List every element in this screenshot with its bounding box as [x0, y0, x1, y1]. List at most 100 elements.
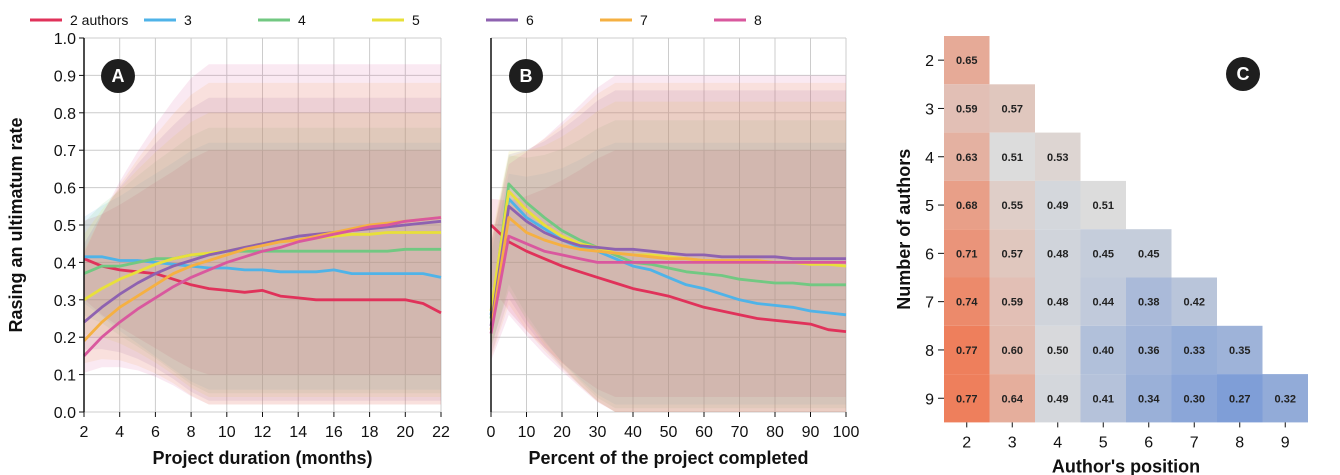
heatmap-cell-label: 0.77: [956, 393, 977, 405]
heatmap-cell: [1080, 325, 1126, 375]
heatmap-cell-label: 0.30: [1184, 393, 1205, 405]
heatmap-cell-label: 0.57: [1002, 248, 1023, 260]
heatmap-cell-label: 0.63: [956, 152, 977, 164]
line-series-5: [489, 204, 846, 327]
heatmap-cell: [989, 374, 1035, 423]
x-tick-label: 20: [396, 424, 414, 441]
heatmap-cell-label: 0.53: [1047, 152, 1068, 164]
heatmap-cell-label: 0.45: [1093, 248, 1114, 260]
panel-badge-label: A: [112, 66, 125, 86]
heatmap-cell-label: 0.49: [1047, 200, 1068, 212]
y-tick-label: 0.9: [54, 68, 76, 85]
heatmap-cell-label: 0.27: [1229, 393, 1250, 405]
heatmap-cell-label: 0.40: [1093, 345, 1114, 357]
heatmap-cell: [1126, 374, 1172, 423]
x-tick-label: 6: [151, 424, 160, 441]
y-tick-label: 0.1: [54, 368, 76, 385]
heatmap-cell: [944, 36, 990, 85]
y-tick-label: 6: [925, 246, 934, 263]
y-tick-label: 1.0: [54, 31, 76, 48]
band-series-7: [491, 75, 846, 413]
heatmap-cell: [1035, 132, 1081, 181]
heatmap-cell-label: 0.59: [1002, 297, 1023, 309]
y-axis-label: Rasing an ultimatum rate: [6, 117, 26, 332]
heatmap-cell: [989, 84, 1035, 133]
heatmap-cell: [1262, 374, 1308, 423]
heatmap-cell: [1035, 325, 1081, 375]
x-tick-label: 5: [1099, 434, 1108, 451]
heatmap-cell: [1217, 374, 1263, 423]
heatmap-cell: [989, 277, 1035, 326]
heatmap-cell-label: 0.41: [1093, 393, 1114, 405]
heatmap-cell-label: 0.71: [956, 248, 977, 260]
x-tick-label: 4: [115, 424, 124, 441]
heatmap-cell: [1126, 277, 1172, 326]
legend-label-6: 7: [640, 12, 648, 28]
x-tick-label: 2: [80, 424, 89, 441]
heatmap-cell: [989, 180, 1035, 230]
band-series-5: [491, 90, 846, 413]
heatmap-cell-label: 0.77: [956, 345, 977, 357]
heatmap-cell: [944, 84, 990, 133]
heatmap-cell-label: 0.51: [1002, 152, 1023, 164]
band-series-5: [84, 97, 441, 401]
heatmap-cell: [1035, 374, 1081, 423]
line-series-2: [489, 197, 847, 317]
heatmap-cell-label: 0.49: [1047, 393, 1068, 405]
heatmap-cell: [944, 325, 990, 375]
heatmap-cell: [989, 325, 1035, 375]
x-tick-label: 14: [289, 424, 307, 441]
heatmap-cell: [1126, 325, 1172, 375]
heatmap-cell: [1217, 325, 1263, 375]
legend-label-2: 3: [184, 12, 192, 28]
y-tick-label: 0.6: [54, 181, 76, 198]
heatmap-cell-label: 0.34: [1138, 393, 1160, 405]
y-tick-label: 0.2: [54, 330, 76, 347]
legend-label-3: 4: [298, 12, 306, 28]
heatmap-cell: [944, 132, 990, 181]
x-tick-label: 90: [802, 424, 820, 441]
heatmap-cell: [944, 374, 990, 423]
y-tick-label: 0.5: [54, 218, 76, 235]
heatmap-cell-label: 0.65: [956, 55, 977, 67]
panel-b-line-chart: 0 10 20 30 40 50 60 70 80 90 100 Percent of the pro…: [487, 37, 859, 468]
x-tick-label: 50: [660, 424, 678, 441]
heatmap-cell-label: 0.60: [1002, 345, 1023, 357]
x-tick-label: 7: [1190, 434, 1199, 451]
line-series-6: [82, 216, 442, 342]
band-series-3: [491, 120, 846, 409]
heatmap-cell: [1171, 325, 1217, 375]
x-axis-label: Project duration (months): [153, 448, 373, 468]
band-series-1: [84, 150, 441, 375]
heatmap-cell-label: 0.68: [956, 200, 977, 212]
x-tick-label: 80: [766, 424, 784, 441]
heatmap-cell-label: 0.42: [1184, 297, 1205, 309]
line-series-7: [489, 234, 846, 334]
y-tick-label: 8: [925, 343, 934, 360]
y-tick-label: 0.0: [54, 405, 76, 422]
x-tick-label: 8: [1235, 434, 1244, 451]
line-series-1: [490, 223, 847, 333]
x-tick-label: 10: [518, 424, 536, 441]
band-series-7: [84, 64, 441, 405]
band-series-6: [491, 82, 846, 413]
heatmap-cell: [944, 180, 990, 230]
heatmap-cell: [1035, 180, 1081, 230]
heatmap-cell-label: 0.48: [1047, 297, 1068, 309]
heatmap-cell: [944, 277, 990, 326]
line-series-1: [83, 257, 442, 315]
heatmap-cell-label: 0.45: [1138, 248, 1159, 260]
y-tick-label: 0.4: [54, 255, 76, 272]
x-tick-label: 16: [325, 424, 343, 441]
heatmap-cell: [1126, 229, 1172, 278]
panel-a-line-chart: 2 4 6 8 10 12 14 16 18 20 22 0.0 0.1 0.2 0.3 0.4 0.5 0.6 0…: [6, 31, 450, 468]
heatmap-cell-label: 0.38: [1138, 297, 1159, 309]
heatmap-cell: [989, 229, 1035, 278]
heatmap-cell-label: 0.57: [1002, 103, 1023, 115]
heatmap-cell: [1080, 374, 1126, 423]
heatmap-cell-label: 0.55: [1002, 200, 1023, 212]
x-tick-label: 6: [1144, 434, 1153, 451]
heatmap-cell-label: 0.50: [1047, 345, 1068, 357]
heatmap-cell: [989, 132, 1035, 181]
